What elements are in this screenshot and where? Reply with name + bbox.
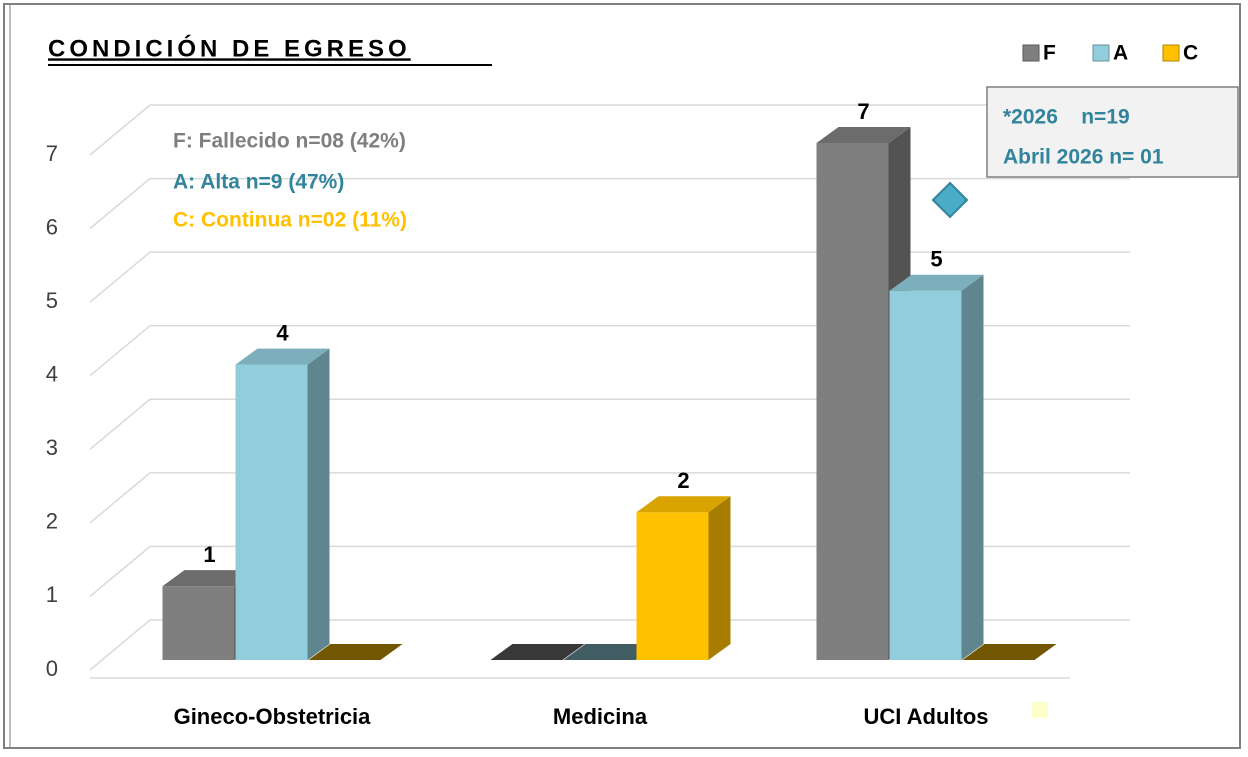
bar-side bbox=[708, 496, 731, 660]
data-label: 7 bbox=[857, 99, 869, 124]
bar-top bbox=[308, 644, 403, 660]
note-text: *2026 n=19 bbox=[1003, 106, 1130, 129]
bar-side bbox=[307, 348, 330, 660]
data-label: 2 bbox=[677, 468, 689, 493]
bar-front bbox=[636, 512, 709, 660]
annotation: C: Continua n=02 (11%) bbox=[173, 209, 407, 232]
grid-line bbox=[89, 324, 1130, 377]
y-tick-label: 5 bbox=[46, 288, 58, 313]
grid-line bbox=[89, 472, 1130, 524]
y-tick-label: 4 bbox=[46, 362, 58, 387]
bar-top bbox=[962, 644, 1057, 660]
bar-top bbox=[889, 274, 984, 291]
diamond-marker bbox=[931, 181, 969, 219]
grid-line bbox=[89, 398, 1130, 450]
y-tick-label: 6 bbox=[46, 214, 58, 239]
y-tick-label: 7 bbox=[46, 141, 58, 166]
grid-line bbox=[89, 619, 1130, 671]
legend-swatch bbox=[1092, 44, 1110, 62]
y-tick-label: 2 bbox=[46, 509, 58, 534]
data-label: 4 bbox=[276, 320, 289, 345]
x-tick-label: UCI Adultos bbox=[863, 704, 988, 729]
y-tick-label: 1 bbox=[46, 582, 58, 607]
y-tick-label: 3 bbox=[46, 435, 58, 460]
x-tick-label: Gineco-Obstetricia bbox=[174, 704, 372, 729]
note-text: Abril 2026 n= 01 bbox=[1003, 146, 1164, 169]
annotation: F: Fallecido n=08 (42%) bbox=[173, 130, 406, 153]
note-box bbox=[986, 86, 1239, 178]
bar-top bbox=[636, 496, 731, 513]
data-label: 1 bbox=[203, 542, 215, 567]
legend-swatch bbox=[1022, 44, 1040, 62]
grid-line bbox=[89, 177, 1130, 230]
x-tick-label: Medicina bbox=[553, 704, 648, 729]
bar-top bbox=[563, 644, 658, 660]
legend-swatch bbox=[1162, 44, 1180, 62]
bar-front bbox=[816, 143, 889, 660]
legend-label: C bbox=[1183, 42, 1198, 65]
grid-line bbox=[89, 251, 1130, 303]
chart-title: CONDICIÓN DE EGRESO bbox=[48, 34, 411, 62]
bar-front bbox=[162, 586, 235, 660]
bar-front bbox=[889, 290, 962, 660]
bar-top bbox=[816, 127, 911, 143]
bar-top bbox=[162, 570, 257, 587]
data-label: 5 bbox=[930, 247, 942, 272]
bar-side bbox=[961, 274, 984, 660]
bar-front bbox=[235, 364, 308, 660]
annotation: A: Alta n=9 (47%) bbox=[173, 171, 344, 194]
plot: 0 1 2 3 4 5 6 7 Gineco-Obstetricia 1 4 Medicina 2 UCI… bbox=[46, 99, 1130, 729]
bar-top bbox=[490, 644, 585, 660]
small-square bbox=[1032, 702, 1048, 718]
legend-label: A bbox=[1113, 42, 1128, 65]
y-tick-label: 0 bbox=[46, 656, 58, 681]
grid-line bbox=[89, 104, 1130, 156]
bar-top bbox=[235, 348, 330, 365]
legend-label: F bbox=[1043, 42, 1056, 65]
grid-line bbox=[89, 545, 1130, 598]
